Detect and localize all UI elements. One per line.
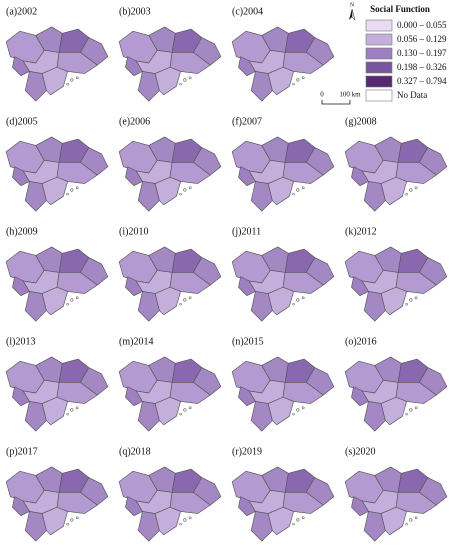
panel-label: (d)2005	[6, 116, 38, 127]
panel-label: (q)2018	[119, 446, 151, 457]
region-map	[118, 246, 222, 322]
region-map	[344, 136, 448, 212]
legend-label: 0.198 – 0.326	[397, 62, 447, 72]
legend-label: 0.327 – 0.794	[397, 76, 447, 86]
region-map	[118, 136, 222, 212]
panel-label: (k)2012	[345, 226, 377, 237]
panel-label: (o)2016	[345, 336, 377, 347]
legend-swatch	[365, 47, 393, 60]
panel-label: (m)2014	[119, 336, 153, 347]
region-map	[231, 136, 335, 212]
legend-label: 0.000 – 0.055	[397, 20, 447, 30]
legend-label: No Data	[397, 90, 427, 100]
legend-swatch	[365, 33, 393, 46]
legend-swatch	[365, 19, 393, 32]
legend-label: 0.056 – 0.129	[397, 34, 447, 44]
panel-label: (i)2010	[119, 226, 148, 237]
panel-label: (p)2017	[6, 446, 38, 457]
panel-label: (f)2007	[232, 116, 262, 127]
legend-swatch	[365, 75, 393, 88]
panel-label: (j)2011	[232, 226, 261, 237]
region-map	[118, 26, 222, 102]
north-arrow	[349, 9, 352, 20]
region-map	[344, 246, 448, 322]
region-map	[5, 246, 109, 322]
legend-swatch	[365, 61, 393, 74]
panel-label: (g)2008	[345, 116, 377, 127]
north-label: N	[350, 2, 355, 8]
legend-title: Social Function	[370, 4, 430, 14]
north-arrow	[351, 8, 356, 21]
region-map	[344, 466, 448, 542]
panel-label: (b)2003	[119, 6, 151, 17]
panel-label: (e)2006	[119, 116, 150, 127]
region-map	[5, 466, 109, 542]
scale-label: 100 km	[339, 91, 361, 99]
panel-label: (r)2019	[232, 446, 262, 457]
region-map	[231, 466, 335, 542]
panel-label: (c)2004	[232, 6, 263, 17]
region-map	[231, 26, 335, 102]
panel-label: (s)2020	[345, 446, 376, 457]
panel-label: (h)2009	[6, 226, 38, 237]
panel-label: (n)2015	[232, 336, 264, 347]
legend-label: 0.130 – 0.197	[397, 48, 447, 58]
panel-label: (l)2013	[6, 336, 35, 347]
legend: Social Function N 0 100 km 0.000 – 0.055…	[320, 2, 447, 105]
region-map	[118, 356, 222, 432]
region-map	[5, 356, 109, 432]
scale-label: 0	[320, 91, 324, 99]
legend-swatch	[365, 89, 393, 102]
region-map	[344, 356, 448, 432]
region-map	[231, 356, 335, 432]
region-map	[118, 466, 222, 542]
region-map	[5, 26, 109, 102]
region-map	[5, 136, 109, 212]
scale-bar	[321, 100, 351, 105]
panel-label: (a)2002	[6, 6, 37, 17]
region-map	[231, 246, 335, 322]
